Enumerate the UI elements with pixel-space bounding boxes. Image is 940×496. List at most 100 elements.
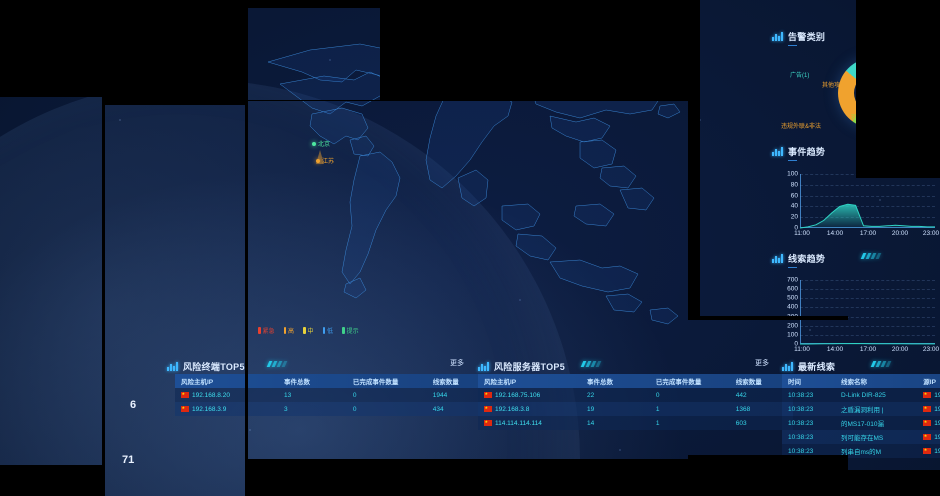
table-row[interactable]: 10:38:23 D-Link DIR-825 192.1 [782,388,848,402]
table-row[interactable]: 192.168.3.9 3 0 434 [175,402,245,416]
cell-name: 列串自ms的M [840,449,848,455]
clue-trend-chart[interactable]: 700 600 500 400 300 200 100 0 11:00 14:0… [848,280,939,353]
legend-item-2: 中 [303,326,314,335]
table-row[interactable]: 10:38:23 之盾漏洞利用 | 192.1 [782,402,848,416]
alarm-category-pie[interactable] [838,58,856,128]
cell-name: 的MS17-010漏 [848,421,884,428]
latest-clues-table: 时间 线索名称 源IP 10:38:23 D-Link DIR-825 192.… [848,374,940,458]
legend-swatch [283,327,287,334]
world-map[interactable]: 北京 江苏 [688,320,690,340]
cell-events: 13 [284,391,292,399]
latest-clues-title: 最新线索 [782,360,836,376]
dashboard-canvas: 北京 江苏 紧急 高 中 低 [688,320,848,455]
legend-label: 紧急 [262,329,275,335]
y-tick: 100 [787,331,798,339]
cell-name: 的MS17-010漏 [840,421,848,428]
table-row[interactable]: 192.168.75.106 22 0 442 [478,388,688,402]
dashboard-fragment-3: 北京 江苏 紧急 高 中 低 [248,101,688,459]
risk-server-more[interactable]: 更多 [755,360,769,367]
y-tick: 300 [787,313,798,316]
china-flag-icon [923,448,932,454]
dashboard-fragment-4: 北京 江苏 紧急 高 中 低 [700,0,856,316]
table-row[interactable]: 192.168.3.8 19 1 1368 [688,402,793,416]
marker-dot [316,159,320,164]
alarm-category-pie-hole [854,74,856,112]
cell-ip: 192.168.3.9 [248,406,278,413]
world-map[interactable]: 北京 江苏 [250,101,688,340]
world-map[interactable]: 北京 江苏 [250,10,380,100]
cell-time: 10:38:23 [788,419,814,427]
y-tick: 700 [787,276,798,284]
panel-title-text: 风险服务器TOP5 [494,362,566,372]
table-row[interactable]: 10:38:23 D-Link DIR-825 192.1 [848,388,940,402]
table-row[interactable]: 10:38:23 列串自ms的M 192.1 [848,444,940,458]
pie-label-remote: 远程 [851,115,856,121]
pie-label-illegal-link: 违规外联&非法 [781,124,822,130]
event-trend-series [799,203,856,229]
dashboard-canvas: 北京 江苏 紧急 高 中 低 [105,105,245,496]
pie-label-other-attack: 其他攻击 [822,83,847,89]
risk-terminal-more[interactable]: 更多 [450,360,464,367]
y-tick: 80 [790,181,798,189]
table-row[interactable]: 10:38:23 列可能存在MS 192.1 [848,430,940,444]
cell-ip: 192.168.3.9 [175,406,245,413]
map-marker-jiangsu[interactable]: 江苏 [316,156,334,165]
panel-title-text: 事件趋势 [788,147,826,157]
bar-chart-icon [772,254,783,263]
legend-swatch [322,327,326,334]
cell-srcip: 192.1 [917,392,940,399]
panel-title-text: 最新线索 [798,362,836,372]
y-axis [800,174,801,228]
x-tick: 11:00 [794,230,810,237]
event-trend-chart[interactable]: 100 80 60 40 20 0 11:00 14:00 17:00 20:0… [787,171,856,237]
y-tick: 200 [787,322,798,330]
dashboard-fragment-0: 北京 江苏 紧急 高 中 低 [0,97,102,465]
china-flag-icon [923,434,932,440]
cell-events: 19 [587,405,595,413]
risk-server-table: 风险主机IP 事件总数 已完成事件数量 线索数量 192.168.75.106 … [688,374,793,430]
legend-label: 提示 [346,329,359,335]
table-row[interactable]: 192.168.8.20 13 0 1944 [175,388,245,402]
y-tick: 60 [790,192,798,200]
cell-name: 之盾漏洞利用 | [840,407,848,414]
table-row[interactable]: 192.168.3.8 19 1 1368 [478,402,688,416]
table-row[interactable]: 192.168.8.20 13 0 1944 [248,388,490,402]
table-row[interactable]: 10:38:23 之盾漏洞利用 | 192.1 [848,402,940,416]
risk-terminal-title: 风险终端TOP5 [167,360,245,376]
bar-chart-icon [772,32,783,41]
col-time: 时间 [788,379,801,386]
china-flag-icon [484,420,492,426]
table-row[interactable]: 10:38:23 的MS17-010漏 192.1 [782,416,848,430]
event-trend-chart[interactable]: 100 80 60 40 20 0 11:00 14:00 17:00 20:0… [848,178,939,237]
risk-server-title: 风险服务器TOP5 [478,360,566,376]
event-trend-title: 事件趋势 [772,145,826,161]
x-tick: 20:00 [891,346,909,353]
panel-title-text: 告警类别 [788,32,826,42]
table-row[interactable]: 192.168.75.106 22 0 442 [688,388,793,402]
table-row[interactable]: 10:38:23 列可能存在MS 192.1 [782,430,848,444]
cell-events: 14 [587,419,595,427]
y-tick: 20 [790,213,798,221]
y-tick: 400 [787,303,798,311]
clue-trend-chart[interactable]: 700 600 500 400 300 200 100 0 11:00 14:0… [787,277,856,316]
table-row[interactable]: 114.114.114.114 14 1 603 [478,416,688,430]
cell-time: 10:38:23 [788,405,814,413]
clue-trend-chart[interactable]: 700 600 500 400 300 200 100 0 11:00 14:0… [787,320,848,353]
cell-done: 1 [688,420,730,427]
cell-time: 10:38:23 [788,391,814,399]
cell-name: 之盾漏洞利用 | [848,407,884,414]
cell-time: 10:38:23 [788,447,814,455]
y-axis [800,280,801,316]
cell-name: D-Link DIR-825 [840,391,848,399]
starfield [700,0,856,316]
y-axis [800,320,801,344]
table-row[interactable]: 10:38:23 的MS17-010漏 192.1 [848,416,940,430]
dashboard-fragment-1: 北京 江苏 紧急 高 中 低 [105,105,245,496]
legend-label: 低 [327,329,334,335]
map-marker-beijing[interactable]: 北京 [312,139,330,148]
table-row[interactable]: 192.168.3.9 3 0 434 [248,402,490,416]
y-tick: 500 [787,294,798,302]
table-row[interactable]: 114.114.114.114 14 1 603 [688,416,793,430]
table-row[interactable]: 10:38:23 列串自ms的M 192.1 [782,444,848,455]
col-done: 已完成事件数量 [352,379,399,386]
